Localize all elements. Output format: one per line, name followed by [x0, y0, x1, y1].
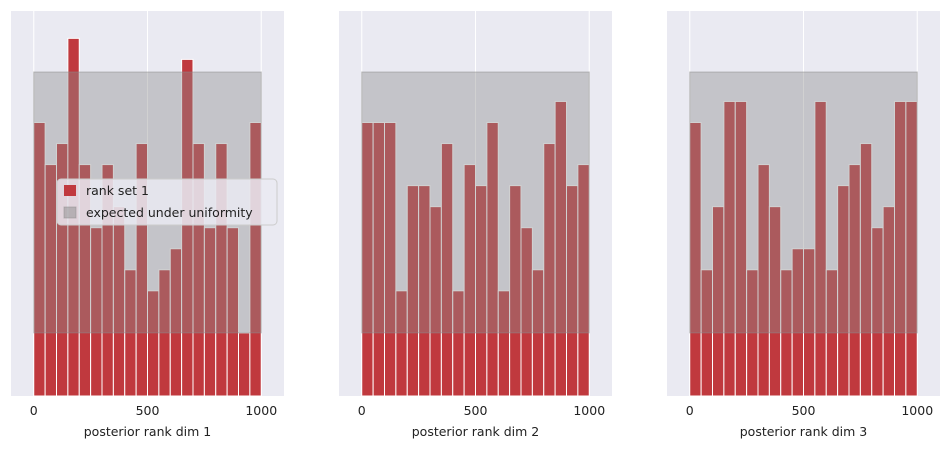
histogram-bar	[440, 143, 454, 397]
subplot-1: 0 500 1000 posterior rank dim 1 rank set 1 ex…	[11, 11, 284, 439]
subplot-2: 0 500 1000 posterior rank dim 2	[339, 11, 612, 439]
x-tick-label: 1000	[245, 403, 277, 418]
x-tick-label: 500	[464, 403, 488, 418]
histogram-bar	[814, 100, 827, 397]
legend-label-uniform: expected under uniformity	[86, 205, 253, 220]
x-tick-label: 0	[358, 403, 366, 418]
uniformity-band	[361, 71, 590, 334]
legend: rank set 1 expected under uniformity	[56, 178, 278, 226]
x-tick-label: 1000	[901, 403, 933, 418]
x-tick-label: 1000	[573, 403, 605, 418]
histogram-bar	[734, 100, 748, 397]
x-axis-label: posterior rank dim 3	[740, 424, 868, 439]
histogram-bar	[486, 122, 499, 397]
subplot-3: 0 500 1000 posterior rank dim 3	[667, 11, 940, 439]
x-tick-label: 0	[30, 403, 38, 418]
x-tick-label: 0	[686, 403, 694, 418]
x-tick-label: 500	[792, 403, 816, 418]
x-axis-label: posterior rank dim 1	[84, 424, 212, 439]
legend-label-rank: rank set 1	[86, 183, 149, 198]
histogram-bar	[226, 227, 239, 397]
x-axis-label: posterior rank dim 2	[412, 424, 540, 439]
legend-swatch-uniform	[63, 206, 77, 219]
uniformity-band	[689, 71, 918, 334]
x-tick-label: 500	[136, 403, 160, 418]
histogram-bar	[384, 122, 397, 397]
histogram-bar	[238, 332, 251, 397]
histogram-bar	[135, 143, 148, 397]
legend-frame	[56, 178, 278, 226]
legend-swatch-rank	[64, 185, 76, 196]
